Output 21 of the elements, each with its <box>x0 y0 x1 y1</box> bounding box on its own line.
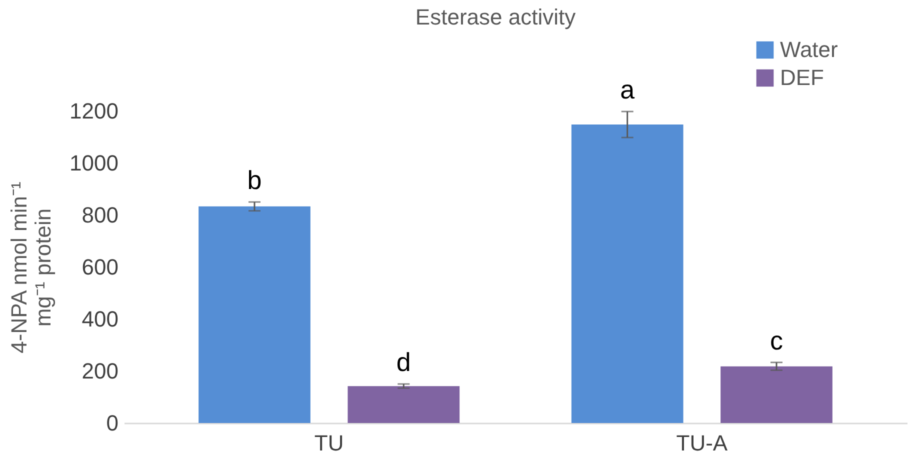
text: a <box>620 74 636 105</box>
x-tick-label: TU-A <box>676 430 728 456</box>
bar <box>571 124 684 423</box>
bar <box>348 386 460 423</box>
y-tick-label: 1200 <box>70 98 118 124</box>
bar <box>198 206 310 423</box>
annotation: d <box>396 347 411 377</box>
y-tick-label: 200 <box>82 358 118 384</box>
y-axis-title: 4-NPA nmol min⁻¹ mg⁻¹ protein <box>6 182 56 354</box>
annotation: c <box>770 325 783 356</box>
y-tick-label: 0 <box>106 410 118 436</box>
bar <box>720 366 832 423</box>
x-tick-label: TU <box>314 430 344 456</box>
y-tick-label: 1000 <box>70 150 118 176</box>
chart-title: Esterase activity <box>415 4 576 30</box>
y-tick-label: 400 <box>82 306 118 332</box>
y-tick-label: 800 <box>82 202 118 228</box>
y-tick-label: 600 <box>82 254 118 280</box>
legend-label: DEF <box>780 65 824 90</box>
legend-label: Water <box>780 37 838 62</box>
annotation: b <box>247 165 262 195</box>
